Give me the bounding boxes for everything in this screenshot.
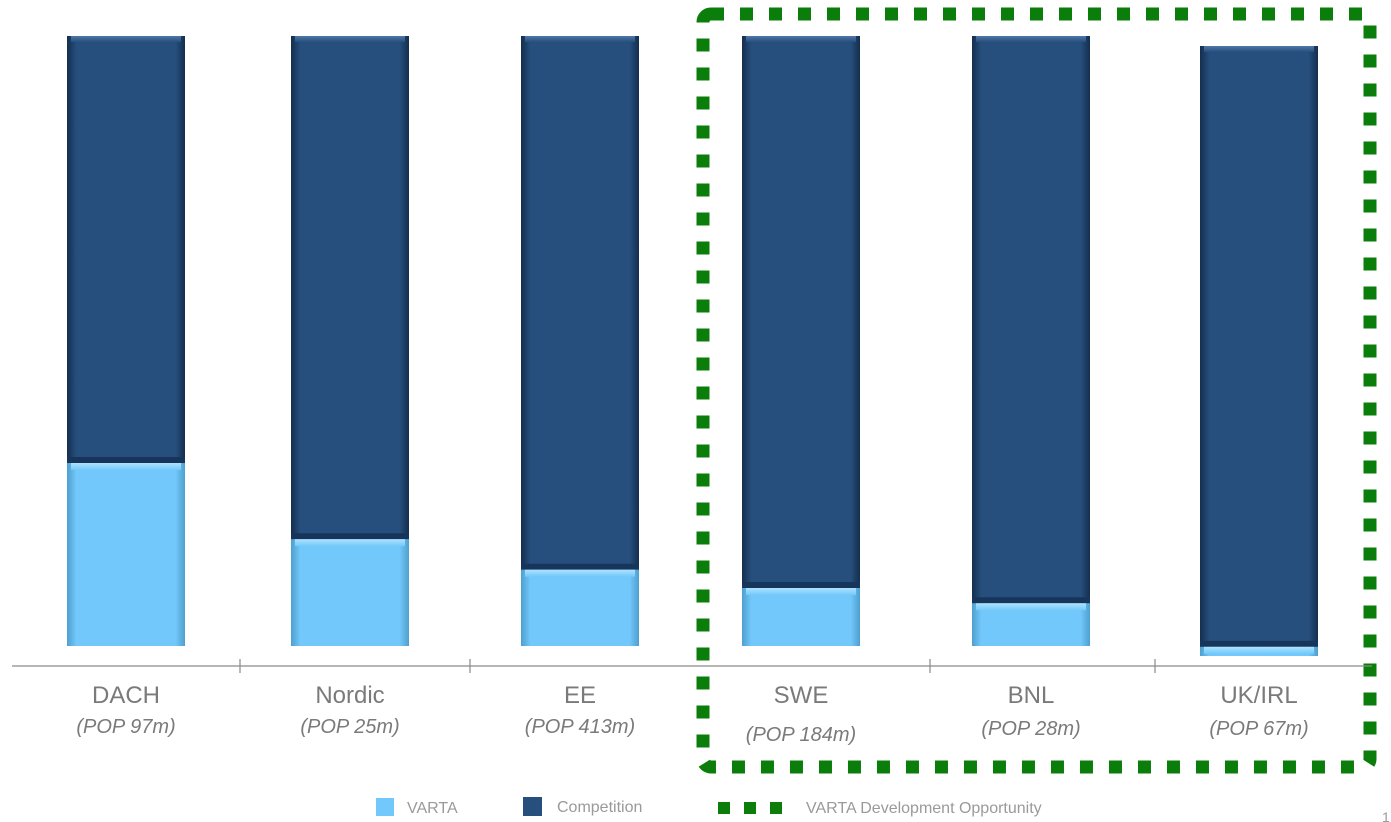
bar-competition-shade — [972, 597, 1090, 604]
category-label: UK/IRL — [1220, 682, 1297, 709]
bar-group-bnl — [972, 36, 1090, 646]
category-label: DACH — [92, 682, 160, 709]
bar-competition-bevel — [746, 36, 856, 42]
bar-varta-bevel — [71, 463, 181, 470]
bar-group-ee — [521, 36, 639, 646]
bar-competition-shade — [67, 457, 185, 463]
bar-group-uk-irl — [1200, 46, 1318, 656]
bar-competition — [972, 36, 1090, 604]
category-population-label: (POP 184m) — [746, 724, 856, 746]
square-swatch-icon — [376, 798, 394, 816]
page-number: 1 — [1382, 809, 1390, 822]
bar-competition-shade — [1200, 640, 1318, 647]
category-label: BNL — [1008, 682, 1055, 709]
legend-item-development-opportunity: VARTA Development Opportunity — [718, 800, 1042, 817]
bar-varta — [291, 539, 409, 646]
bar-varta-bevel — [295, 539, 405, 547]
category-population-label: (POP 97m) — [76, 716, 175, 738]
bar-competition-bevel — [1204, 46, 1314, 52]
bar-group-dach — [67, 36, 185, 646]
legend-item-varta: VARTA — [376, 798, 458, 817]
bar-varta — [521, 569, 639, 646]
bar-competition — [1200, 46, 1318, 647]
bar-competition — [291, 36, 409, 540]
bar-competition-shade — [742, 582, 860, 589]
category-population-label: (POP 67m) — [1209, 718, 1308, 740]
bar-varta-bevel — [1204, 646, 1314, 654]
dash-segment — [718, 802, 730, 814]
x-axis — [12, 659, 1372, 673]
legend: VARTA Competition VARTA Development Opport… — [376, 797, 1042, 817]
category-population-label: (POP 25m) — [300, 716, 399, 738]
bar-competition-bevel — [295, 36, 405, 42]
dashed-line-icon — [718, 802, 782, 814]
legend-label: VARTA Development Opportunity — [806, 800, 1042, 817]
square-swatch-icon — [523, 797, 542, 816]
bar-competition-bevel — [525, 36, 635, 42]
highlight-region — [696, 7, 1377, 774]
legend-item-competition: Competition — [523, 797, 642, 816]
category-population-label: (POP 28m) — [981, 718, 1080, 740]
highlight-dashed-box — [696, 7, 1377, 774]
bar-varta — [742, 588, 860, 646]
dash-segment — [744, 802, 756, 814]
bar-competition — [521, 36, 639, 570]
bar-competition-shade — [291, 533, 409, 540]
legend-label: Competition — [557, 799, 642, 816]
bar-varta-bevel — [976, 603, 1086, 611]
bar-competition — [67, 36, 185, 463]
bars-group — [67, 36, 1318, 656]
legend-label: VARTA — [407, 800, 458, 817]
bar-group-nordic — [291, 36, 409, 646]
bar-varta — [67, 463, 185, 646]
bar-competition — [742, 36, 860, 589]
category-label: SWE — [774, 682, 829, 709]
bar-competition-shade — [521, 563, 639, 570]
dash-segment — [770, 802, 782, 814]
category-labels: DACH (POP 97m) Nordic (POP 25m) EE (POP 413m)… — [76, 682, 1308, 746]
category-population-label: (POP 413m) — [525, 716, 635, 738]
bar-competition-bevel — [71, 36, 181, 42]
bar-varta-bevel — [525, 569, 635, 577]
bar-group-swe — [742, 36, 860, 646]
category-label: EE — [564, 682, 596, 709]
bar-varta — [972, 603, 1090, 646]
bar-varta-bevel — [746, 588, 856, 596]
bar-competition-bevel — [976, 36, 1086, 42]
category-label: Nordic — [315, 682, 384, 709]
